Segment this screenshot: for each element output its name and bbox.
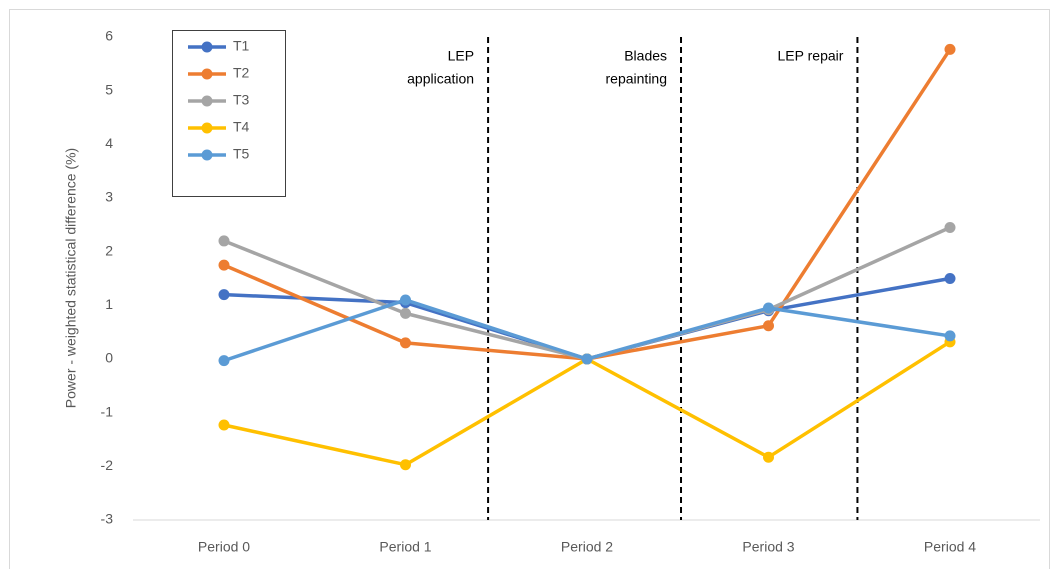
x-tick-label: Period 4 xyxy=(924,539,976,555)
annotation: Blades xyxy=(624,48,667,64)
data-point xyxy=(400,307,411,319)
y-tick-label: -1 xyxy=(101,403,114,419)
legend-marker xyxy=(201,122,213,134)
legend-label: T2 xyxy=(233,65,250,81)
legend-label: T5 xyxy=(233,146,250,162)
data-point xyxy=(763,451,774,463)
y-tick-label: 4 xyxy=(105,135,113,151)
y-tick-label: -3 xyxy=(101,511,114,527)
y-axis-title: Power - weighted statistical difference … xyxy=(63,148,79,408)
y-tick-label: 6 xyxy=(105,28,113,44)
legend-label: T4 xyxy=(233,119,250,135)
legend-label: T3 xyxy=(233,92,250,108)
series-line xyxy=(223,298,951,363)
data-point xyxy=(944,43,956,55)
legend-marker xyxy=(201,95,213,107)
data-point xyxy=(944,330,956,342)
legend-label: T1 xyxy=(233,38,250,54)
x-tick-label: Period 3 xyxy=(742,539,794,555)
data-point xyxy=(400,459,411,471)
data-point xyxy=(218,235,230,247)
x-tick-label: Period 0 xyxy=(198,539,250,555)
y-tick-label: 5 xyxy=(105,81,113,97)
series-line xyxy=(223,225,951,361)
y-tick-label: 3 xyxy=(105,189,113,205)
x-tick-label: Period 1 xyxy=(379,539,431,555)
annotation: repainting xyxy=(606,71,668,87)
series-line xyxy=(223,48,952,361)
annotation: application xyxy=(407,71,474,87)
data-point xyxy=(218,355,230,367)
data-point xyxy=(400,337,411,349)
data-point xyxy=(218,259,230,271)
data-point xyxy=(218,289,230,301)
data-point xyxy=(944,222,956,234)
legend-marker xyxy=(201,149,213,161)
y-tick-label: -2 xyxy=(101,457,114,473)
chart-frame xyxy=(9,9,1050,569)
annotation: LEP xyxy=(448,48,474,64)
x-tick-label: Period 2 xyxy=(561,539,613,555)
y-tick-label: 0 xyxy=(105,350,113,366)
data-point xyxy=(581,353,593,365)
legend-marker xyxy=(201,68,213,80)
y-tick-label: 2 xyxy=(105,242,113,258)
annotation: LEP repair xyxy=(778,48,844,64)
data-point xyxy=(400,294,411,306)
data-point xyxy=(218,419,230,431)
data-point xyxy=(763,320,774,332)
legend-marker xyxy=(201,41,213,53)
data-point xyxy=(944,273,956,284)
data-point xyxy=(763,302,774,314)
y-tick-label: 1 xyxy=(105,296,113,312)
legend-box xyxy=(172,30,286,197)
